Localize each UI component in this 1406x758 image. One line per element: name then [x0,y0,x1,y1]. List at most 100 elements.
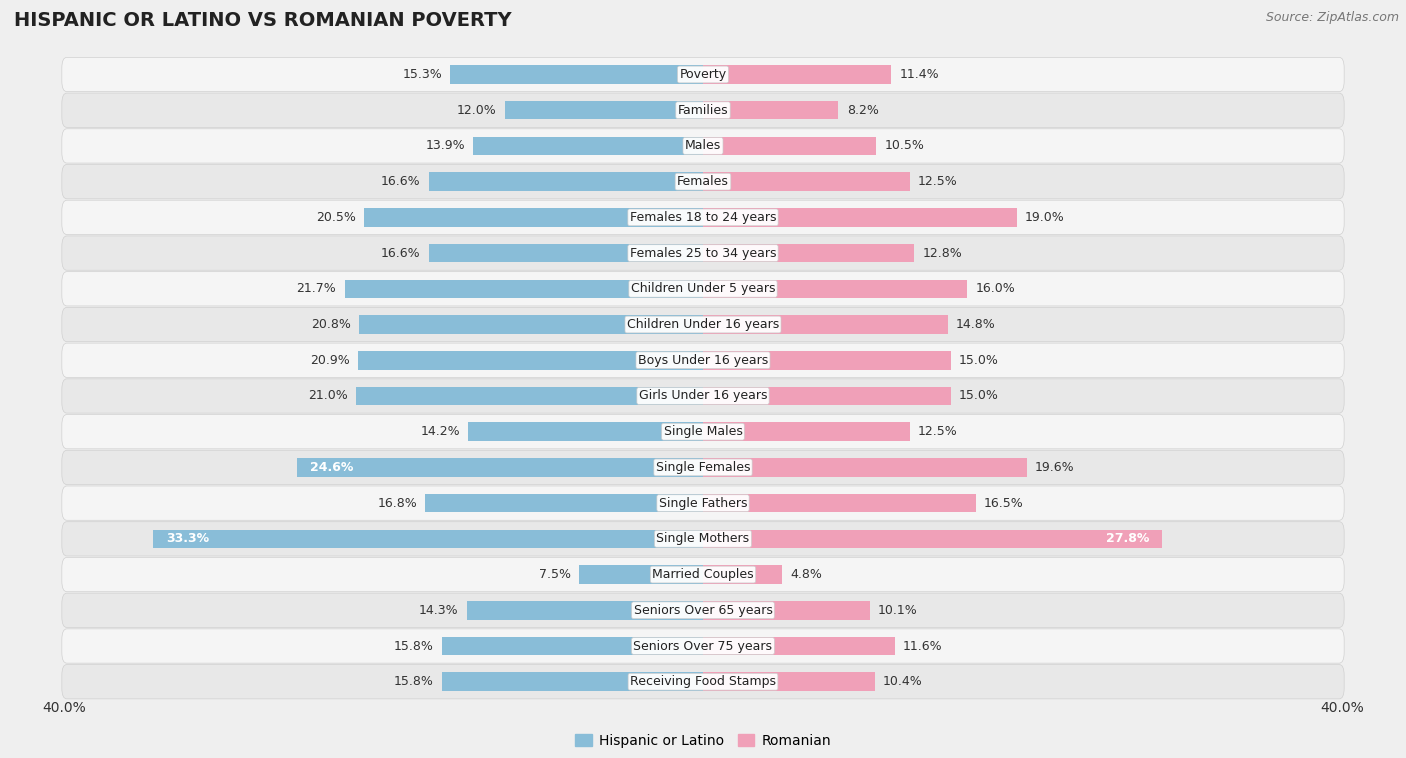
Bar [356,387,703,406]
FancyBboxPatch shape [62,629,1344,663]
FancyBboxPatch shape [62,343,1344,377]
Bar [357,351,703,370]
Text: Single Males: Single Males [664,425,742,438]
Bar [703,65,891,84]
Bar [441,672,703,691]
Bar [467,601,703,619]
Text: 15.8%: 15.8% [394,675,433,688]
FancyBboxPatch shape [62,164,1344,199]
Text: 11.4%: 11.4% [900,68,939,81]
FancyBboxPatch shape [62,594,1344,628]
Text: 20.8%: 20.8% [311,318,352,331]
FancyBboxPatch shape [62,415,1344,449]
Text: 16.0%: 16.0% [976,282,1015,296]
FancyBboxPatch shape [62,308,1344,342]
Text: 20.5%: 20.5% [316,211,356,224]
Bar [703,208,1017,227]
Text: Single Fathers: Single Fathers [659,496,747,509]
Bar [703,280,967,298]
Text: Poverty: Poverty [679,68,727,81]
Text: Source: ZipAtlas.com: Source: ZipAtlas.com [1265,11,1399,24]
Bar [474,136,703,155]
FancyBboxPatch shape [62,58,1344,92]
Bar [703,672,875,691]
Text: 11.6%: 11.6% [903,640,942,653]
Text: 8.2%: 8.2% [846,104,879,117]
Text: 40.0%: 40.0% [1320,701,1364,716]
FancyBboxPatch shape [62,522,1344,556]
Text: 4.8%: 4.8% [790,568,823,581]
Bar [153,530,703,548]
Bar [703,458,1026,477]
FancyBboxPatch shape [62,557,1344,592]
Bar [703,601,870,619]
Bar [364,208,703,227]
Bar [441,637,703,655]
Text: Females: Females [678,175,728,188]
Text: 27.8%: 27.8% [1105,532,1149,545]
FancyBboxPatch shape [62,271,1344,306]
Bar [703,565,782,584]
Bar [703,172,910,191]
Text: 21.7%: 21.7% [297,282,336,296]
Text: 21.0%: 21.0% [308,390,347,402]
FancyBboxPatch shape [62,129,1344,163]
FancyBboxPatch shape [62,665,1344,699]
Bar [450,65,703,84]
Bar [703,315,948,334]
Text: 10.4%: 10.4% [883,675,922,688]
Text: 16.8%: 16.8% [377,496,418,509]
Text: 14.2%: 14.2% [420,425,460,438]
Text: Single Mothers: Single Mothers [657,532,749,545]
Text: 14.8%: 14.8% [956,318,995,331]
Text: Married Couples: Married Couples [652,568,754,581]
Text: 16.5%: 16.5% [984,496,1024,509]
Text: Children Under 16 years: Children Under 16 years [627,318,779,331]
Text: Females 18 to 24 years: Females 18 to 24 years [630,211,776,224]
Bar [703,244,914,262]
Text: 33.3%: 33.3% [166,532,209,545]
Text: Families: Families [678,104,728,117]
Bar [360,315,703,334]
Text: Receiving Food Stamps: Receiving Food Stamps [630,675,776,688]
Text: 15.3%: 15.3% [402,68,441,81]
Bar [344,280,703,298]
Bar [703,530,1163,548]
Text: Females 25 to 34 years: Females 25 to 34 years [630,246,776,259]
Bar [703,351,950,370]
Bar [505,101,703,120]
Text: 20.9%: 20.9% [309,354,350,367]
Text: 12.5%: 12.5% [918,175,957,188]
Text: 7.5%: 7.5% [538,568,571,581]
FancyBboxPatch shape [62,93,1344,127]
Bar [579,565,703,584]
Text: 15.0%: 15.0% [959,354,998,367]
Bar [429,172,703,191]
Text: 40.0%: 40.0% [42,701,86,716]
Text: Seniors Over 65 years: Seniors Over 65 years [634,604,772,617]
Text: Seniors Over 75 years: Seniors Over 75 years [634,640,772,653]
Text: 10.1%: 10.1% [879,604,918,617]
Text: 12.0%: 12.0% [457,104,496,117]
Text: 24.6%: 24.6% [309,461,353,474]
Text: Males: Males [685,139,721,152]
Bar [703,101,838,120]
Text: 19.6%: 19.6% [1035,461,1074,474]
Text: 13.9%: 13.9% [426,139,465,152]
Text: 12.5%: 12.5% [918,425,957,438]
Text: Girls Under 16 years: Girls Under 16 years [638,390,768,402]
Text: 16.6%: 16.6% [381,246,420,259]
Text: 15.8%: 15.8% [394,640,433,653]
Legend: Hispanic or Latino, Romanian: Hispanic or Latino, Romanian [569,728,837,753]
FancyBboxPatch shape [62,450,1344,484]
Text: 19.0%: 19.0% [1025,211,1064,224]
Text: 10.5%: 10.5% [884,139,925,152]
FancyBboxPatch shape [62,236,1344,271]
Bar [703,637,894,655]
Text: Boys Under 16 years: Boys Under 16 years [638,354,768,367]
Text: Single Females: Single Females [655,461,751,474]
Text: HISPANIC OR LATINO VS ROMANIAN POVERTY: HISPANIC OR LATINO VS ROMANIAN POVERTY [14,11,512,30]
Bar [426,494,703,512]
Bar [429,244,703,262]
Bar [297,458,703,477]
